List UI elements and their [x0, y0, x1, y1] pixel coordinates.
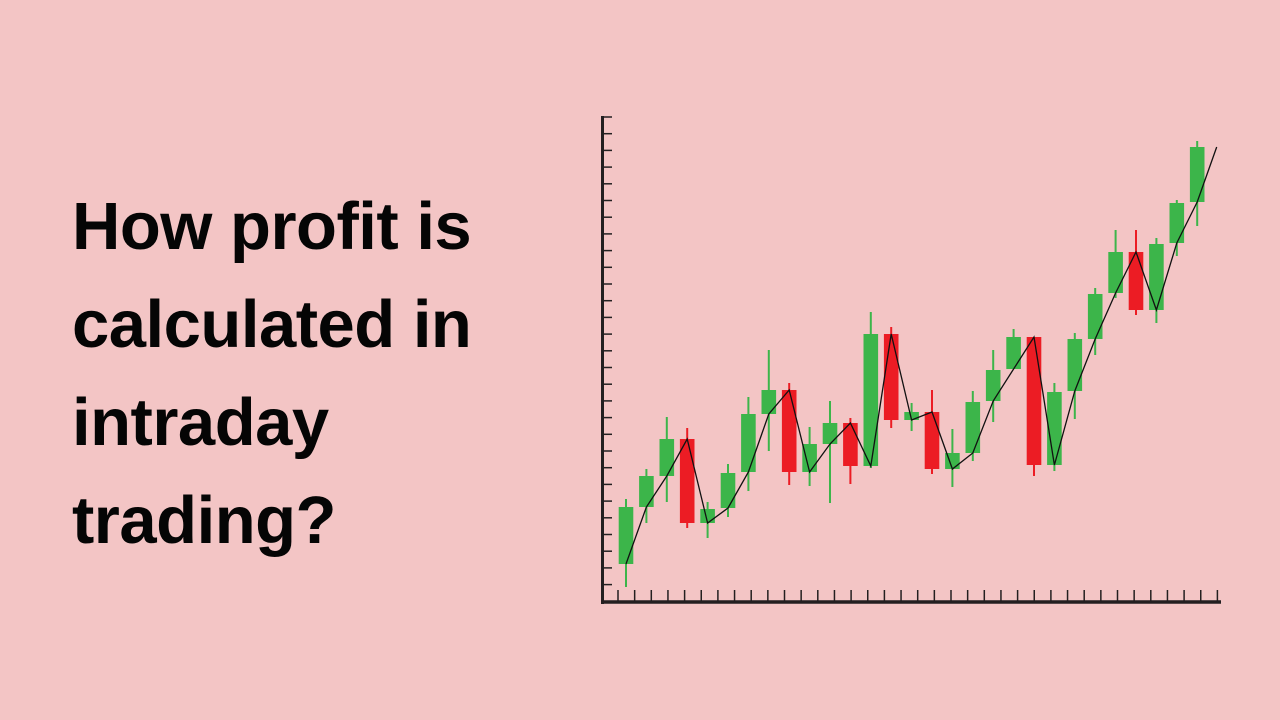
candle-down: [679, 439, 695, 523]
candle-down: [843, 423, 858, 466]
headline-line-2: calculated in: [72, 287, 472, 362]
trend-line: [625, 146, 1218, 565]
candle-down: [883, 334, 899, 420]
candle-down: [1128, 252, 1144, 310]
headline: How profit is calculated in intraday tra…: [72, 178, 472, 570]
candle-up: [700, 509, 715, 523]
candle-up: [1189, 147, 1205, 202]
candle-up: [985, 370, 1001, 401]
candle-up: [904, 412, 919, 420]
candle-up: [761, 390, 777, 414]
candle-up: [802, 444, 817, 472]
candle-down: [924, 412, 940, 469]
candle-up: [741, 414, 756, 472]
candle-up: [639, 476, 654, 507]
candle-up: [659, 439, 675, 476]
candle-down: [781, 390, 797, 472]
candle-up: [1087, 294, 1103, 339]
candle-up: [822, 423, 838, 444]
candle-up: [1047, 392, 1062, 465]
candle-up: [1169, 203, 1185, 243]
candle-up: [720, 473, 736, 508]
candle-up: [1006, 337, 1021, 369]
candle-up: [618, 507, 634, 564]
candle-up: [863, 334, 879, 466]
candle-down: [1026, 337, 1042, 465]
headline-line-4: trading?: [72, 483, 336, 558]
headline-line-1: How profit is: [72, 189, 472, 264]
candle-up: [965, 402, 981, 453]
candle-up: [1149, 244, 1164, 310]
candle-up: [1108, 252, 1123, 293]
candle-up: [1067, 339, 1083, 391]
headline-line-3: intraday: [72, 385, 329, 460]
